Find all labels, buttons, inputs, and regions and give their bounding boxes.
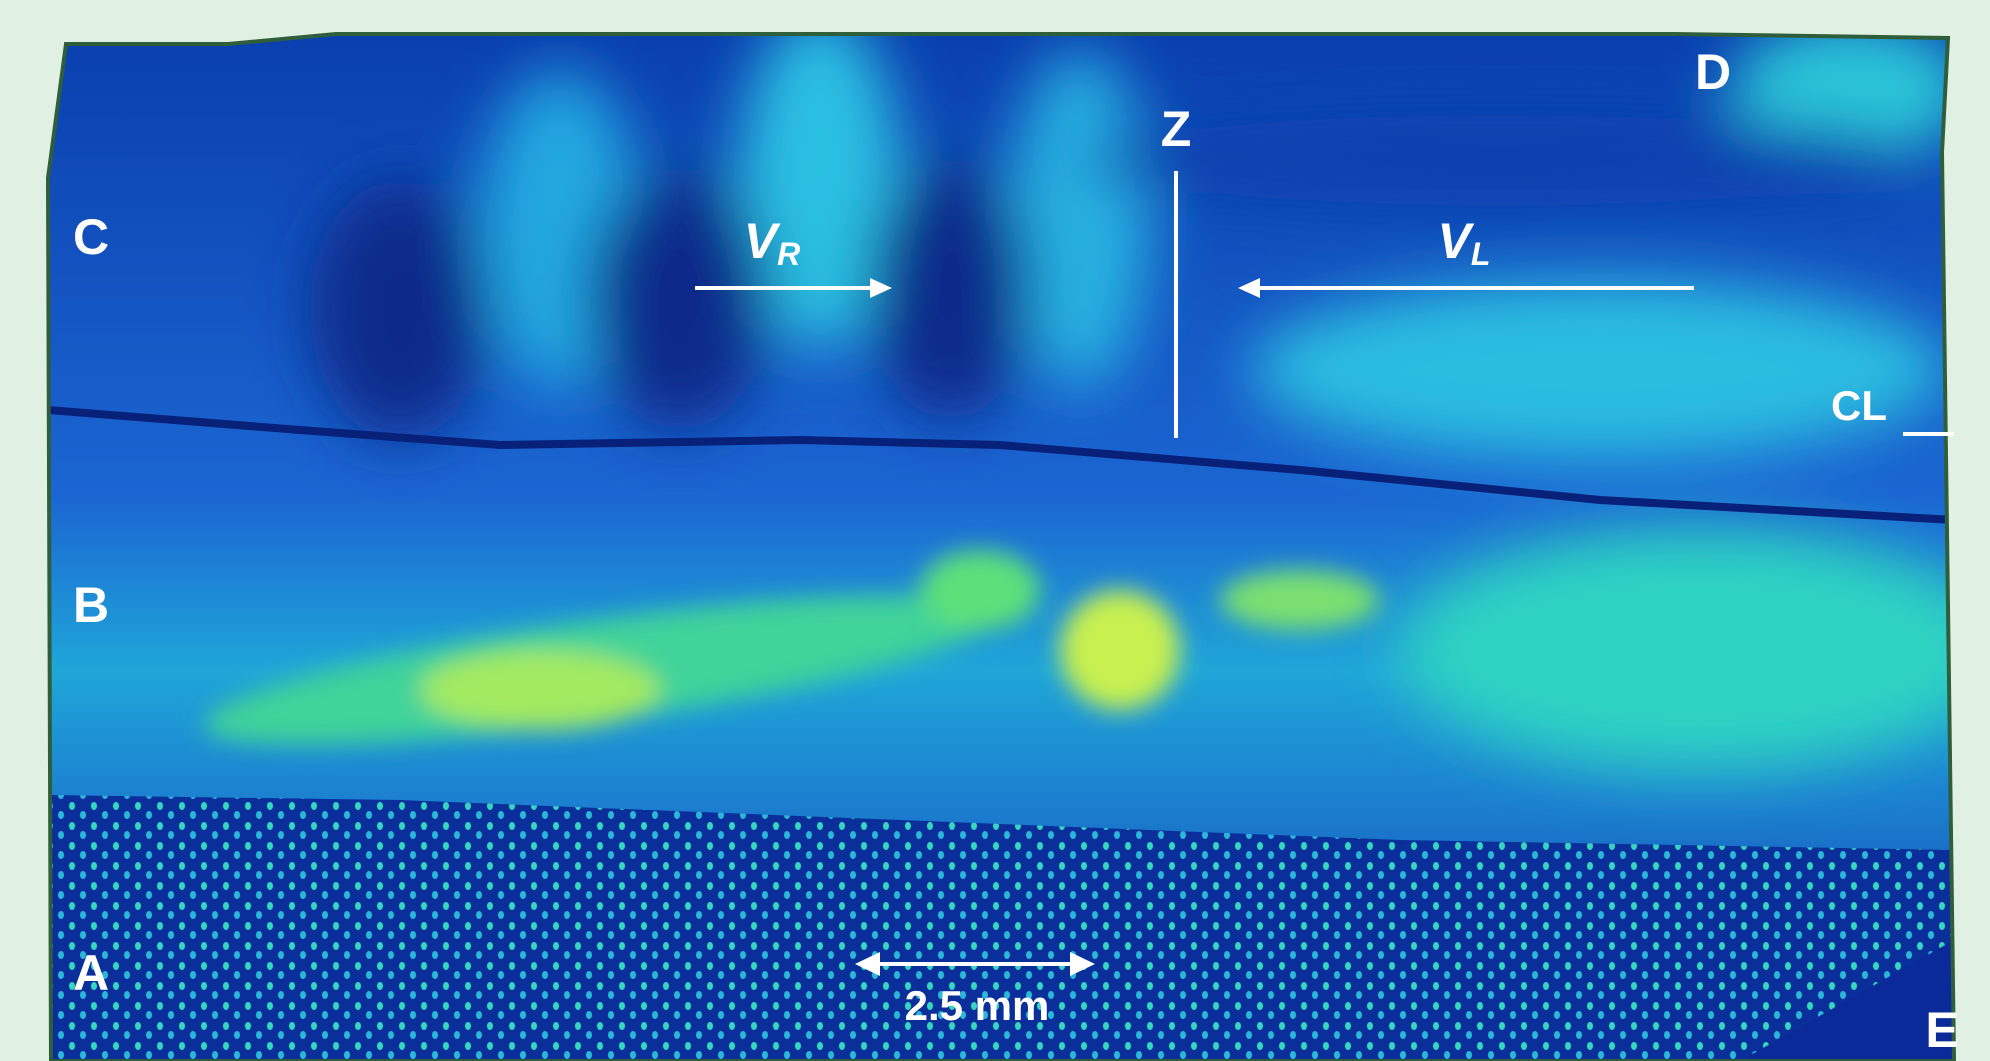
v-subscript: R [777, 236, 800, 272]
label-a: A [73, 945, 109, 1001]
page: C B A D E Z CL VR VL 2.5 mm (() => { con… [0, 0, 1990, 1061]
label-z: Z [1161, 101, 1192, 157]
v-symbol: V [744, 213, 781, 269]
label-e: E [1925, 1002, 1958, 1058]
label-b: B [73, 577, 109, 633]
v-subscript: L [1471, 236, 1491, 272]
label-c: C [73, 209, 109, 265]
figure: C B A D E Z CL VR VL 2.5 mm [0, 0, 1990, 1061]
scale-label: 2.5 mm [905, 982, 1050, 1029]
label-cl: CL [1831, 382, 1887, 429]
v-symbol: V [1438, 213, 1475, 269]
label-d: D [1695, 44, 1731, 100]
